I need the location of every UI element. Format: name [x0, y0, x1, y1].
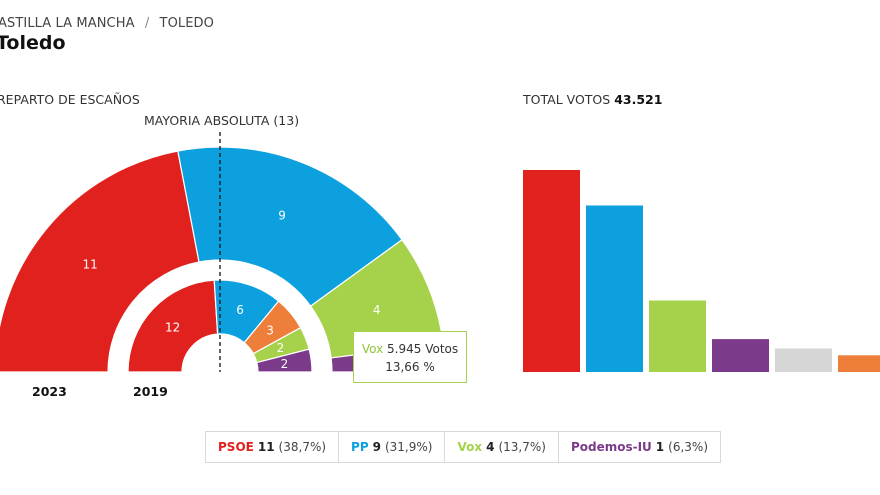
legend-pct: (38,7%) — [278, 440, 327, 454]
seats-section-label: REPARTO DE ESCAÑOS — [0, 92, 140, 107]
legend-party: PP — [351, 440, 369, 454]
vote-bar-cs[interactable] — [838, 355, 880, 372]
seat-slice-2019-podemos-iu[interactable] — [256, 348, 313, 373]
votes-section-label: TOTAL VOTOS 43.521 — [523, 92, 662, 107]
seat-label-2019-vox: 2 — [277, 341, 285, 355]
year-label-2023: 2023 — [32, 384, 67, 399]
legend-seats: 11 — [257, 440, 275, 454]
breadcrumb-separator: / — [144, 16, 150, 31]
seat-slice-2023-psoe[interactable] — [0, 150, 200, 373]
legend-party: Podemos-IU — [570, 440, 652, 454]
vote-bar-podemos-iu[interactable] — [712, 339, 769, 372]
legend-item-vox[interactable]: Vox 4 (13,7%) — [445, 432, 559, 462]
legend-party: Vox — [457, 440, 483, 454]
votes-label-text: TOTAL VOTOS — [523, 92, 611, 107]
breadcrumb-region-link[interactable]: ASTILLA LA MANCHA — [0, 16, 135, 31]
seat-slice-2019-psoe[interactable] — [127, 279, 219, 373]
legend-pct: (6,3%) — [668, 440, 709, 454]
seat-label-2023-vox: 4 — [373, 303, 381, 317]
breadcrumb: ASTILLA LA MANCHA / TOLEDO — [0, 16, 214, 31]
vote-bar-vox[interactable] — [649, 300, 706, 372]
vote-bar-pp[interactable] — [586, 205, 643, 372]
page-title: Toledo — [0, 32, 66, 54]
tooltip-percent: 13,66 % — [385, 360, 435, 374]
seat-label-2019-pp: 6 — [236, 303, 244, 317]
legend-seats: 9 — [372, 440, 381, 454]
legend-pct: (13,7%) — [498, 440, 546, 454]
legend-party: PSOE — [218, 440, 254, 454]
legend-seats: 4 — [486, 440, 495, 454]
vote-bar-other[interactable] — [775, 348, 832, 372]
year-label-2019: 2019 — [133, 384, 168, 399]
seat-label-2023-psoe: 11 — [83, 258, 98, 272]
tooltip-votes: 5.945 Votos — [387, 342, 459, 356]
seat-label-2023-pp: 9 — [278, 208, 286, 222]
tooltip-party: Vox — [361, 342, 384, 356]
legend-pct: (31,9%) — [384, 440, 433, 454]
majority-label: MAYORIA ABSOLUTA (13) — [144, 113, 300, 128]
breadcrumb-province-link[interactable]: TOLEDO — [159, 16, 215, 31]
seat-slice-2023-pp[interactable] — [177, 146, 403, 308]
seat-label-2019-psoe: 12 — [165, 321, 180, 335]
legend-item-podemos-iu[interactable]: Podemos-IU 1 (6,3%) — [559, 432, 720, 462]
vote-bar-psoe[interactable] — [523, 170, 580, 372]
seat-label-2019-cs: 3 — [266, 324, 274, 338]
results-legend: PSOE 11 (38,7%) PP 9 (31,9%) Vox 4 (13,7… — [205, 431, 722, 463]
legend-item-psoe[interactable]: PSOE 11 (38,7%) — [206, 432, 340, 462]
legend-item-pp[interactable]: PP 9 (31,9%) — [339, 432, 446, 462]
votes-total: 43.521 — [614, 92, 663, 107]
legend-seats: 1 — [655, 440, 665, 454]
vox-tooltip: Vox 5.945 Votos 13,66 % — [353, 331, 467, 383]
seat-label-2019-podemos-iu: 2 — [281, 357, 289, 371]
